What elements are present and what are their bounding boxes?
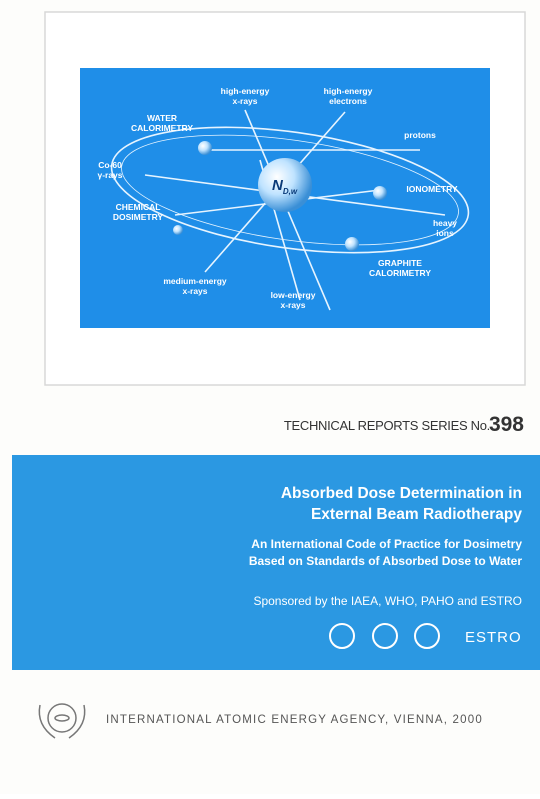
center-symbol: ND,w: [272, 177, 298, 196]
series-number: 398: [489, 413, 524, 436]
label-line: x-rays: [182, 286, 207, 296]
logo-who: [372, 623, 398, 649]
emblem-orbit: [54, 714, 70, 722]
subtitle-line: Based on Standards of Absorbed Dose to W…: [249, 554, 522, 568]
logo-iaea: [329, 623, 355, 649]
label-line: high-energy: [221, 86, 270, 96]
orbit: [110, 126, 470, 254]
label-line: IONOMETRY: [406, 184, 457, 194]
label-line: Co-60: [98, 160, 122, 170]
band-text: Absorbed Dose Determination in External B…: [249, 485, 523, 608]
subscript: D,w: [283, 187, 298, 196]
node: [345, 237, 359, 251]
label-line: heavy: [433, 218, 457, 228]
diagram-label: IONOMETRY: [406, 184, 457, 194]
label-line: x-rays: [280, 300, 305, 310]
label-line: CHEMICAL: [116, 202, 161, 212]
sponsor-logos: [329, 623, 440, 649]
label-line: ions: [436, 228, 454, 238]
symbol: N: [272, 177, 284, 194]
series-label: TECHNICAL REPORTS SERIES No.: [284, 418, 490, 433]
diagram-label: low-energy x-rays: [271, 290, 316, 310]
diagram-label: high-energy electrons: [324, 86, 373, 106]
label-line: DOSIMETRY: [113, 212, 164, 222]
title-line: External Beam Radiotherapy: [311, 506, 522, 523]
node: [198, 141, 212, 155]
subtitle-line: An International Code of Practice for Do…: [251, 537, 522, 551]
label-line: electrons: [329, 96, 367, 106]
iaea-emblem: [38, 703, 86, 739]
diagram-label: Co-60 γ-rays: [97, 160, 122, 180]
node: [173, 225, 183, 235]
title-line: Absorbed Dose Determination in: [281, 485, 522, 502]
label-line: WATER: [147, 113, 177, 123]
diagram-label: WATER CALORIMETRY: [131, 113, 193, 133]
label-line: γ-rays: [97, 170, 122, 180]
label-line: x-rays: [232, 96, 257, 106]
logo-paho: [414, 623, 440, 649]
label-line: high-energy: [324, 86, 373, 96]
label-line: CALORIMETRY: [131, 123, 193, 133]
logo-estro: ESTRO: [465, 629, 522, 646]
center-sphere: [258, 158, 312, 212]
publisher: INTERNATIONAL ATOMIC ENERGY AGENCY, VIEN…: [106, 714, 483, 726]
title-band: [12, 455, 540, 670]
emblem-laurel: [38, 704, 86, 739]
node: [373, 186, 387, 200]
diagram-label: medium-energy x-rays: [163, 276, 227, 296]
diagram-label: GRAPHITE CALORIMETRY: [369, 258, 431, 278]
label-line: low-energy: [271, 290, 316, 300]
label-line: GRAPHITE: [378, 258, 422, 268]
emblem-ring: [47, 703, 77, 733]
label-line: CALORIMETRY: [369, 268, 431, 278]
label-line: protons: [404, 130, 436, 140]
label-line: medium-energy: [163, 276, 227, 286]
diagram-label: protons: [404, 130, 436, 140]
diagram-label: high-energy x-rays: [221, 86, 270, 106]
diagram-label: heavy ions: [433, 218, 457, 238]
diagram-label: CHEMICAL DOSIMETRY: [113, 202, 164, 222]
sponsors: Sponsored by the IAEA, WHO, PAHO and EST…: [253, 594, 522, 608]
